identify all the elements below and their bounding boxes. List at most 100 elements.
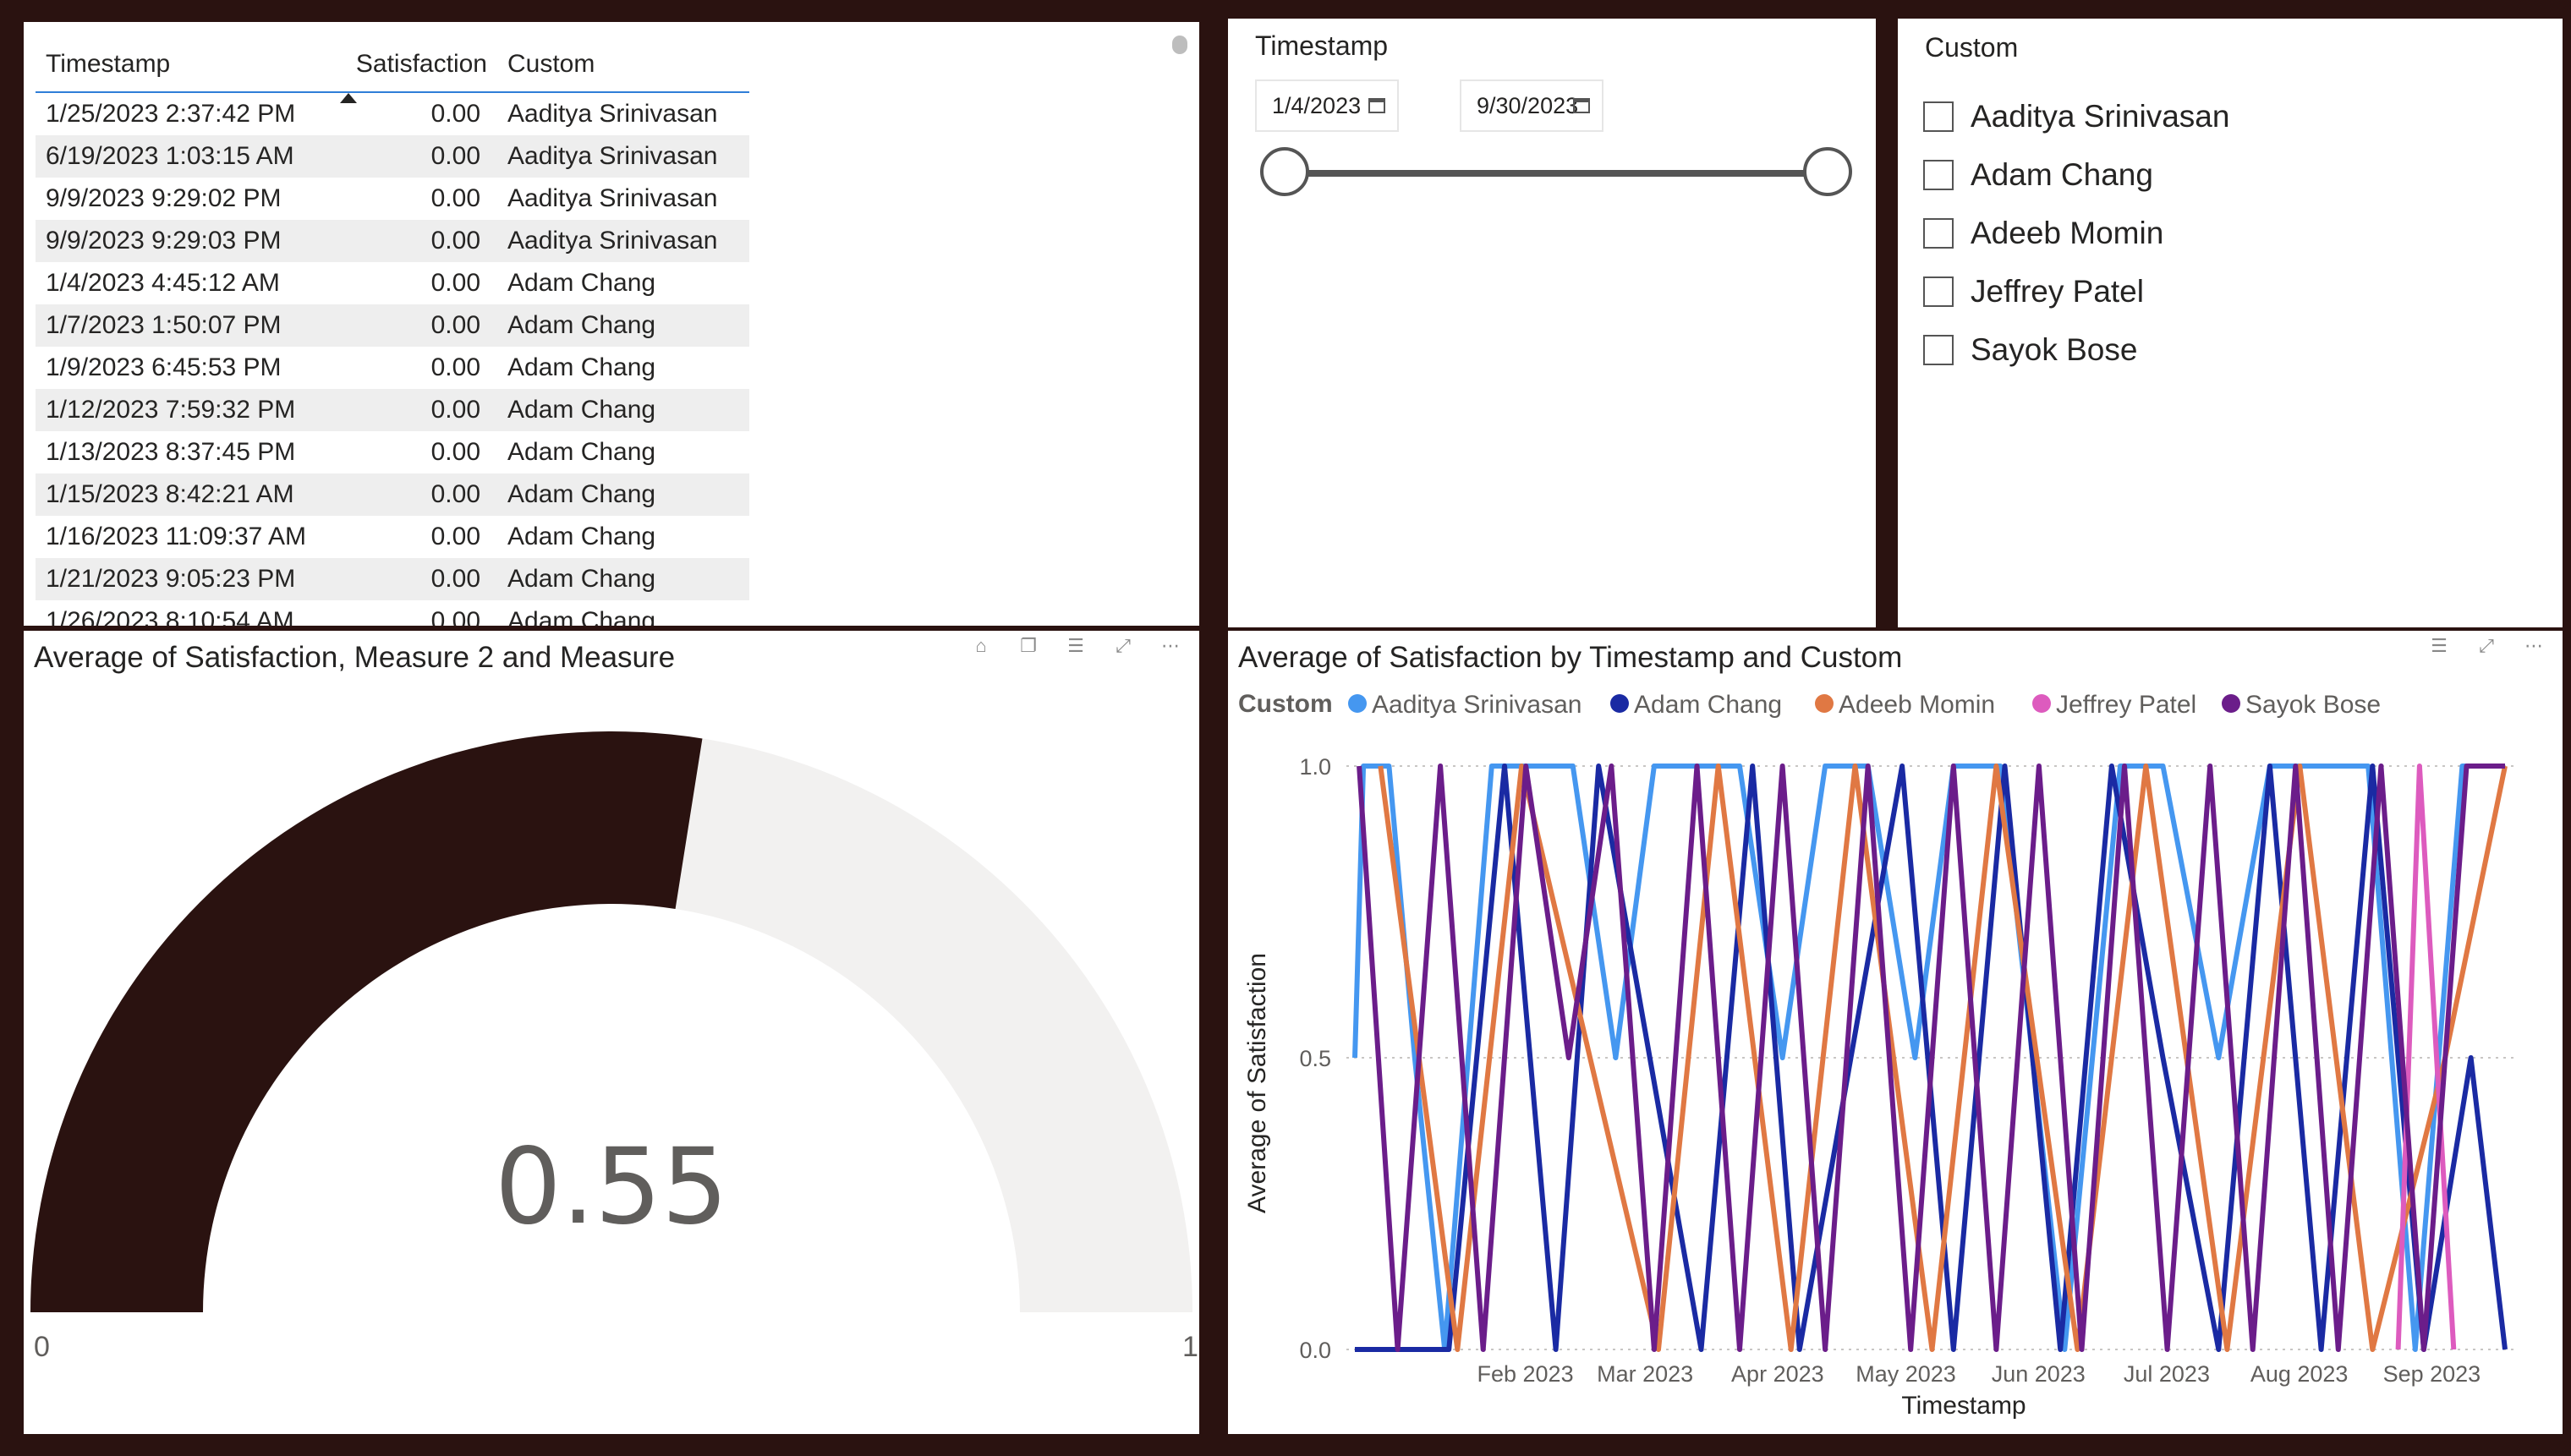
more-options-icon[interactable]: ⋯ <box>1150 631 1191 661</box>
end-date-input[interactable]: 9/30/2023 <box>1460 79 1603 132</box>
table-row[interactable]: 1/25/2023 2:37:42 PM 0.00 Aaditya Srinivas… <box>36 93 749 135</box>
table-row[interactable]: 1/9/2023 6:45:53 PM 0.00 Adam Chang <box>36 347 749 389</box>
checkbox[interactable] <box>1923 101 1954 132</box>
gauge-max-label: 1 <box>1182 1331 1198 1363</box>
slicer-item[interactable]: Sayok Bose <box>1923 325 2137 375</box>
visual-header: ☰ ⤢ ⋯ <box>2419 631 2554 661</box>
slicer-item[interactable]: Adeeb Momin <box>1923 208 2163 259</box>
slider-handle-end[interactable] <box>1803 147 1852 196</box>
table-row[interactable]: 1/12/2023 7:59:32 PM 0.00 Adam Chang <box>36 389 749 431</box>
cell-satisfaction: 0.00 <box>430 565 480 593</box>
series-line[interactable] <box>1378 764 2508 1352</box>
date-range-slider-track[interactable] <box>1284 170 1825 177</box>
column-header-custom[interactable]: Custom <box>507 50 595 78</box>
slider-handle-start[interactable] <box>1260 147 1309 196</box>
cell-timestamp: 1/13/2023 8:37:45 PM <box>46 438 296 466</box>
table-row[interactable]: 9/9/2023 9:29:02 PM 0.00 Aaditya Srinivasa… <box>36 178 749 220</box>
filter-icon[interactable]: ☰ <box>1055 631 1096 661</box>
cell-satisfaction: 0.00 <box>430 607 480 626</box>
table-row[interactable]: 1/26/2023 8:10:54 AM 0.00 Adam Chang <box>36 600 749 626</box>
y-axis-title: Average of Satisfaction <box>1243 953 1271 1213</box>
checkbox[interactable] <box>1923 160 1954 190</box>
legend-item[interactable]: Adeeb Momin <box>1839 691 1995 719</box>
cell-custom: Aaditya Srinivasan <box>507 142 718 170</box>
table-row[interactable]: 1/21/2023 9:05:23 PM 0.00 Adam Chang <box>36 558 749 600</box>
calendar-icon[interactable] <box>1573 98 1590 113</box>
slicer-item[interactable]: Jeffrey Patel <box>1923 266 2144 317</box>
x-tick-label: Mar 2023 <box>1597 1361 1693 1387</box>
cell-timestamp: 1/26/2023 8:10:54 AM <box>46 607 294 626</box>
cell-timestamp: 1/7/2023 1:50:07 PM <box>46 311 282 339</box>
table-row[interactable]: 1/4/2023 4:45:12 AM 0.00 Adam Chang <box>36 262 749 304</box>
x-axis-title: Timestamp <box>1901 1392 2026 1420</box>
calendar-icon[interactable] <box>1368 98 1385 113</box>
cell-satisfaction: 0.00 <box>430 396 480 424</box>
cell-satisfaction: 0.00 <box>430 269 480 297</box>
more-options-icon[interactable]: ⋯ <box>2513 631 2554 661</box>
column-header-timestamp[interactable]: Timestamp <box>46 50 171 78</box>
legend-marker[interactable] <box>2222 694 2240 713</box>
x-tick-label: Feb 2023 <box>1477 1361 1574 1387</box>
cell-satisfaction: 0.00 <box>430 184 480 212</box>
legend-marker[interactable] <box>1815 694 1834 713</box>
table-body: 1/25/2023 2:37:42 PM 0.00 Aaditya Srinivas… <box>36 93 749 626</box>
cell-timestamp: 9/9/2023 9:29:03 PM <box>46 227 282 255</box>
legend-marker[interactable] <box>1610 694 1629 713</box>
slicer-item[interactable]: Aaditya Srinivasan <box>1923 91 2229 142</box>
slicer-title: Timestamp <box>1255 30 1389 61</box>
slicer-item-label: Adeeb Momin <box>1971 216 2164 250</box>
legend-item[interactable]: Jeffrey Patel <box>2056 691 2196 719</box>
cell-satisfaction: 0.00 <box>430 311 480 339</box>
focus-mode-icon[interactable]: ⤢ <box>1103 631 1143 661</box>
filter-icon[interactable]: ☰ <box>2419 631 2459 661</box>
table-visual: Timestamp Satisfaction Custom 1/25/2023 … <box>24 22 1199 626</box>
table-row[interactable]: 1/15/2023 8:42:21 AM 0.00 Adam Chang <box>36 473 749 516</box>
series-line[interactable] <box>1355 764 2508 1352</box>
cell-custom: Adam Chang <box>507 269 656 297</box>
timestamp-slicer: Timestamp 1/4/2023 9/30/2023 <box>1228 19 1876 627</box>
cell-custom: Adam Chang <box>507 607 656 626</box>
legend-item[interactable]: Sayok Bose <box>2245 691 2381 719</box>
gauge-fill <box>30 731 703 1312</box>
focus-mode-icon[interactable]: ⤢ <box>2466 631 2507 661</box>
slicer-title: Custom <box>1925 32 2019 63</box>
table-row[interactable]: 6/19/2023 1:03:15 AM 0.00 Aaditya Srinivas… <box>36 135 749 178</box>
scrollbar-thumb[interactable] <box>1172 36 1187 54</box>
x-tick-label: Jul 2023 <box>2124 1361 2210 1387</box>
x-tick-label: Jun 2023 <box>1992 1361 2086 1387</box>
cell-custom: Adam Chang <box>507 353 656 381</box>
table-header: Timestamp Satisfaction Custom <box>36 37 749 93</box>
series-line[interactable] <box>1357 764 2505 1352</box>
line-chart-visual: Custom Aaditya Srinivasan Adam Chang Adeeb … <box>1228 631 2563 1434</box>
cell-custom: Adam Chang <box>507 565 656 593</box>
legend-title: Custom <box>1238 690 1333 718</box>
table-row[interactable]: 9/9/2023 9:29:03 PM 0.00 Aaditya Srinivasa… <box>36 220 749 262</box>
gauge-value: 0.55 <box>495 1126 728 1248</box>
series-line[interactable] <box>2395 764 2457 1350</box>
legend-marker[interactable] <box>2032 694 2051 713</box>
cell-satisfaction: 0.00 <box>430 438 480 466</box>
cell-custom: Aaditya Srinivasan <box>507 184 718 212</box>
legend-marker[interactable] <box>1348 694 1367 713</box>
checkbox[interactable] <box>1923 335 1954 365</box>
column-header-satisfaction[interactable]: Satisfaction <box>355 50 487 78</box>
slicer-item-label: Adam Chang <box>1971 157 2153 192</box>
copy-icon[interactable]: ❐ <box>1008 631 1049 661</box>
sort-ascending-icon[interactable] <box>340 93 357 103</box>
table-row[interactable]: 1/16/2023 11:09:37 AM 0.00 Adam Chang <box>36 516 749 558</box>
pin-icon[interactable]: ⌂ <box>961 631 1001 661</box>
x-tick-label: Aug 2023 <box>2250 1361 2349 1387</box>
slicer-item[interactable]: Adam Chang <box>1923 150 2153 200</box>
checkbox[interactable] <box>1923 276 1954 307</box>
visual-header: ⌂ ❐ ☰ ⤢ ⋯ <box>961 631 1191 661</box>
table-row[interactable]: 1/7/2023 1:50:07 PM 0.00 Adam Chang <box>36 304 749 347</box>
cell-custom: Adam Chang <box>507 311 656 339</box>
slicer-item-label: Aaditya Srinivasan <box>1971 99 2230 134</box>
start-date-input[interactable]: 1/4/2023 <box>1255 79 1399 132</box>
slicer-item-label: Jeffrey Patel <box>1971 274 2144 309</box>
legend-item[interactable]: Adam Chang <box>1634 691 1782 719</box>
legend-item[interactable]: Aaditya Srinivasan <box>1372 691 1582 719</box>
checkbox[interactable] <box>1923 218 1954 249</box>
table-row[interactable]: 1/13/2023 8:37:45 PM 0.00 Adam Chang <box>36 431 749 473</box>
cell-custom: Adam Chang <box>507 396 656 424</box>
